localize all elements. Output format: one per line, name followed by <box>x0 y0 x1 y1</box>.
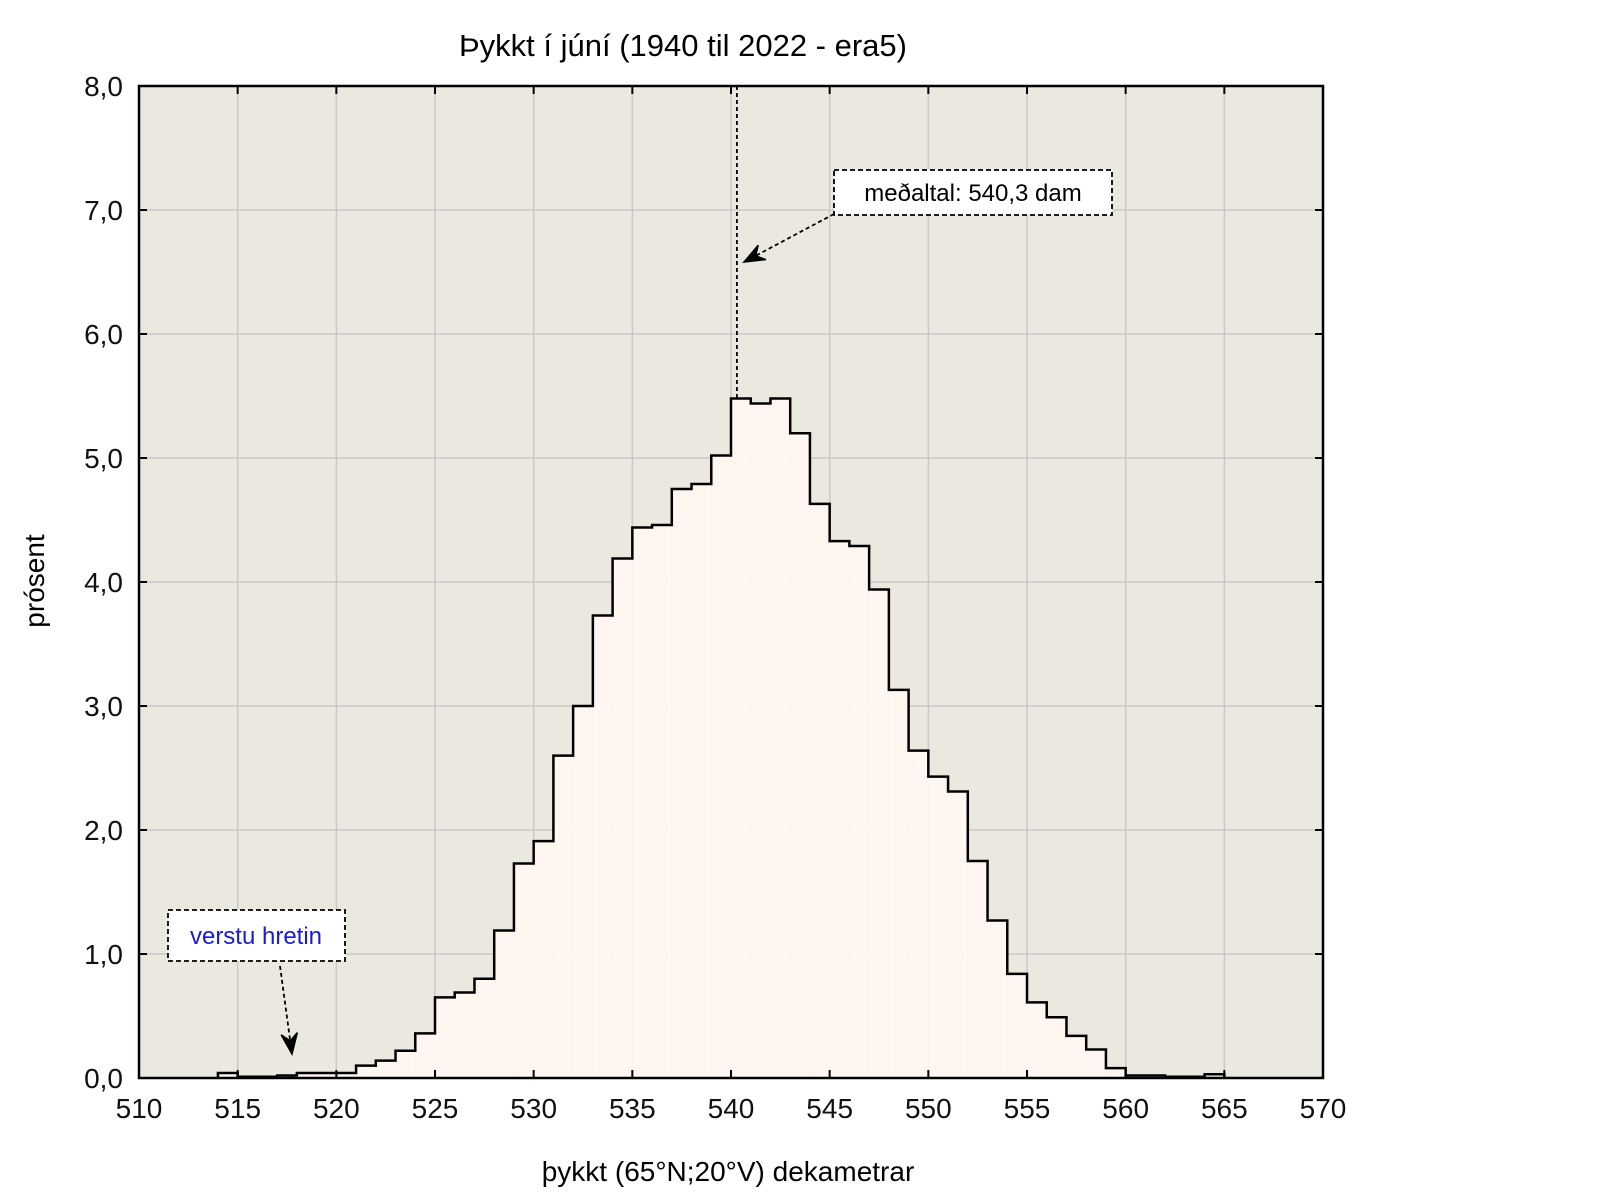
x-axis-ticks: 510 515 520 525 530 535 540 545 550 555 560 565 570 <box>116 86 1347 1124</box>
x-tick-label: 515 <box>214 1093 261 1124</box>
y-tick-label: 8,0 <box>84 71 123 102</box>
histogram-bar <box>652 524 672 1078</box>
histogram-bar <box>217 1073 238 1078</box>
histogram-bar <box>356 1065 376 1078</box>
histogram-bar <box>454 992 475 1078</box>
x-tick-label: 525 <box>412 1093 459 1124</box>
x-tick-label: 555 <box>1004 1093 1051 1124</box>
histogram-bar <box>809 503 830 1078</box>
x-axis-label: þykkt (65°N;20°V) dekametrar <box>542 1156 915 1187</box>
histogram-bar <box>513 863 534 1078</box>
histogram-bar <box>1066 1035 1087 1078</box>
histogram-bar <box>1007 973 1027 1078</box>
histogram-bar <box>375 1060 396 1078</box>
histogram-bar <box>1204 1074 1225 1078</box>
cold-spells-annotation: verstu hretin <box>167 909 346 962</box>
histogram-bar <box>829 541 850 1078</box>
plot-area: 510 515 520 525 530 535 540 545 550 555 560 565 5700… <box>84 71 1346 1124</box>
cold-spells-annotation-arrow <box>279 965 299 1057</box>
mean-annotation: meðaltal: 540,3 dam <box>833 169 1113 216</box>
x-tick-label: 535 <box>609 1093 656 1124</box>
x-tick-label: 520 <box>313 1093 360 1124</box>
histogram-bar <box>435 997 455 1078</box>
y-axis-ticks: 0,0 1,0 2,0 3,0 4,0 5,0 6,0 7,0 8,0 <box>84 71 1323 1094</box>
histogram-bar <box>296 1073 317 1078</box>
histogram-bar <box>612 558 633 1078</box>
histogram-bar <box>711 455 731 1078</box>
y-tick-label: 3,0 <box>84 691 123 722</box>
histogram-bar <box>967 861 988 1078</box>
y-tick-label: 2,0 <box>84 815 123 846</box>
chart-title: Þykkt í júní (1940 til 2022 - era5) <box>459 28 907 63</box>
histogram-bar <box>948 791 968 1078</box>
histogram-bar <box>1105 1068 1126 1078</box>
histogram-bar <box>1046 1017 1067 1078</box>
histogram-bar <box>908 750 929 1078</box>
y-tick-label: 0,0 <box>84 1063 123 1094</box>
x-tick-label: 530 <box>510 1093 557 1124</box>
histogram-bar <box>533 841 554 1078</box>
histogram-bar <box>474 978 495 1078</box>
histogram-bar <box>316 1073 337 1078</box>
histogram-bar <box>928 776 949 1078</box>
histogram-outline <box>216 397 1226 1079</box>
mean-annotation-arrow <box>742 213 835 263</box>
y-tick-label: 4,0 <box>84 567 123 598</box>
cold-spells-annotation-box <box>167 909 346 962</box>
histogram-bar <box>750 403 771 1078</box>
histogram-bar <box>632 527 653 1078</box>
mean-annotation-label: meðaltal: 540,3 dam <box>864 180 1081 207</box>
histogram-bar <box>592 615 613 1078</box>
x-tick-label: 560 <box>1102 1093 1149 1124</box>
histogram-bar <box>691 484 712 1078</box>
histogram-bars <box>217 398 1225 1079</box>
x-tick-label: 565 <box>1201 1093 1248 1124</box>
histogram-bar <box>1086 1049 1106 1078</box>
histogram-bar <box>395 1050 416 1078</box>
cold-spells-annotation-label: verstu hretin <box>190 923 322 950</box>
histogram-bar <box>336 1073 357 1078</box>
y-tick-label: 7,0 <box>84 195 123 226</box>
x-tick-label: 510 <box>116 1093 163 1124</box>
histogram-bar <box>849 546 870 1078</box>
histogram-bar <box>573 706 593 1078</box>
histogram-bar <box>553 755 574 1078</box>
histogram-bar <box>1027 1002 1047 1078</box>
histogram-bar <box>731 398 751 1079</box>
x-tick-label: 550 <box>905 1093 952 1124</box>
y-tick-label: 5,0 <box>84 443 123 474</box>
x-tick-label: 545 <box>806 1093 853 1124</box>
histogram-bar <box>790 433 810 1078</box>
histogram-bar <box>888 689 909 1078</box>
histogram-bar <box>987 920 1008 1078</box>
histogram-bar <box>415 1033 435 1078</box>
y-axis-label: prósent <box>19 534 50 628</box>
histogram-bar <box>494 930 514 1078</box>
histogram-bar <box>770 398 791 1079</box>
y-tick-label: 6,0 <box>84 319 123 350</box>
x-tick-label: 540 <box>708 1093 755 1124</box>
y-tick-label: 1,0 <box>84 939 123 970</box>
mean-annotation-box <box>833 169 1113 216</box>
histogram-bar <box>671 489 692 1078</box>
histogram-bar <box>869 589 889 1078</box>
x-tick-label: 570 <box>1300 1093 1347 1124</box>
